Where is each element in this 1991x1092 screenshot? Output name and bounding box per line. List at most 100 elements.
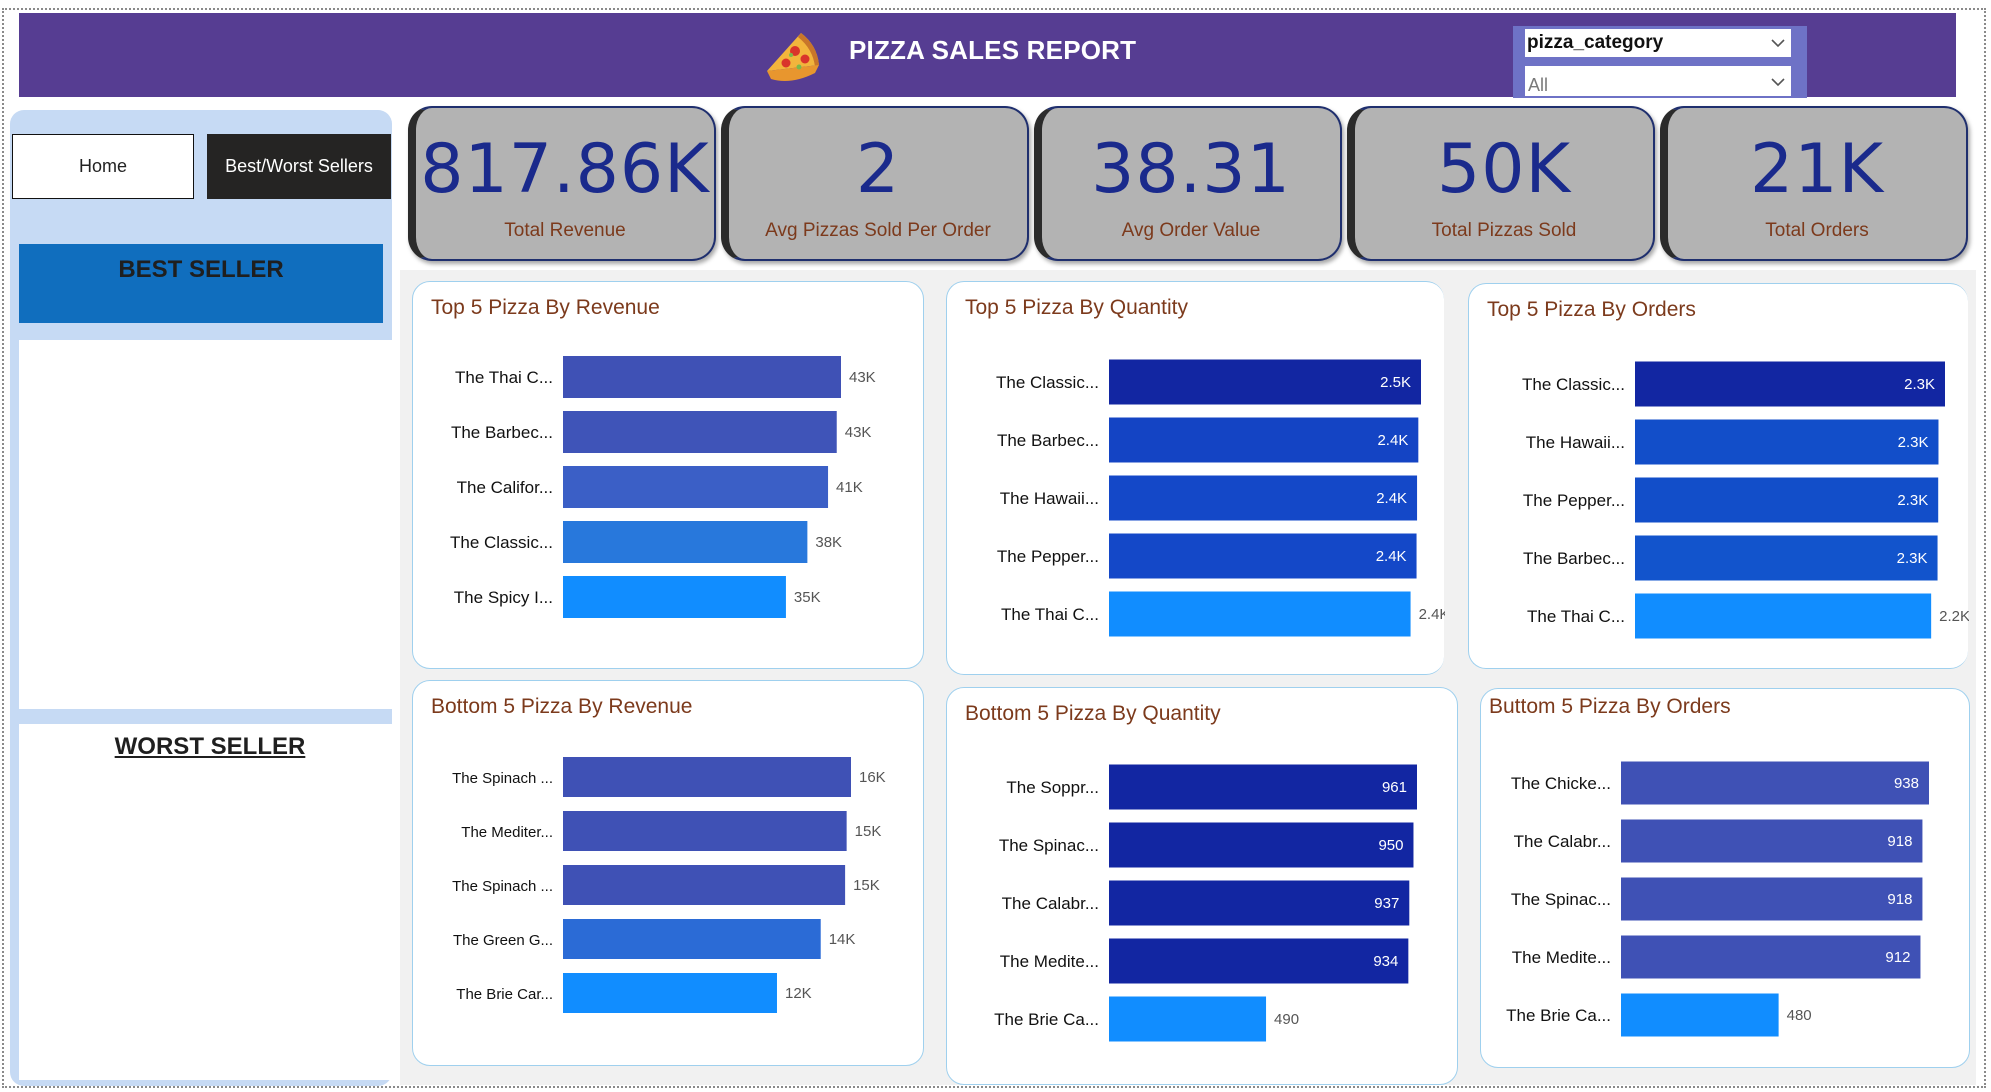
data-label: 961 [1382, 779, 1407, 796]
category-label: The Calabr... [1514, 832, 1611, 851]
chart-bottom-quantity: The Soppr... 961 The Spinac... 950 The Calab… [946, 687, 1458, 1085]
data-label: 15K [853, 877, 880, 894]
category-label: The Barbec... [997, 431, 1099, 450]
chart-top-revenue: The Thai C... 43K The Barbec... 43K The Cali… [412, 281, 924, 669]
data-label: 490 [1274, 1011, 1299, 1028]
bar[interactable] [563, 757, 851, 797]
category-label: The Spinac... [1511, 890, 1611, 909]
category-label: The Thai C... [1527, 607, 1625, 626]
kpi-card-avg-order-value: 38.31 Avg Order Value [1034, 106, 1342, 261]
data-label: 2.4K [1419, 606, 1445, 623]
chart-bottom-orders: The Chicke... 938 The Calabr... 918 The Spin… [1480, 688, 1970, 1068]
bar-chart-plot: The Chicke... 938 The Calabr... 918 The Spin… [1506, 761, 1929, 1037]
bar[interactable] [563, 521, 808, 563]
data-label: 2.4K [1376, 490, 1407, 507]
bar[interactable] [1109, 475, 1418, 521]
chart-top-orders: The Classic... 2.3K The Hawaii... 2.3K The P… [1468, 283, 1969, 669]
bar-chart-plot: The Soppr... 961 The Spinac... 950 The Calab… [994, 764, 1417, 1042]
chart-title: Top 5 Pizza By Quantity [965, 296, 1188, 319]
data-label: 934 [1373, 953, 1398, 970]
slicer-dropdown[interactable]: All [1525, 66, 1791, 96]
data-label: 38K [815, 534, 842, 551]
data-label: 43K [845, 424, 872, 441]
bar[interactable] [1635, 361, 1945, 407]
bar[interactable] [1621, 993, 1779, 1037]
kpi-card-avg-pizzas-per-order: 2 Avg Pizzas Sold Per Order [721, 106, 1029, 261]
bar[interactable] [563, 865, 846, 905]
kpi-card-total-revenue: 817.86K Total Revenue [408, 106, 716, 261]
bar[interactable] [563, 811, 847, 851]
category-label: The Classic... [450, 533, 553, 552]
category-label: The Pepper... [997, 547, 1099, 566]
bar[interactable] [1109, 822, 1414, 868]
bar[interactable] [1635, 419, 1939, 465]
best-worst-sellers-button[interactable]: Best/Worst Sellers [207, 134, 391, 199]
bar[interactable] [563, 466, 829, 508]
bar[interactable] [563, 411, 837, 453]
category-label: The Thai C... [455, 368, 553, 387]
bar[interactable] [1635, 477, 1939, 523]
data-label: 2.3K [1897, 492, 1928, 509]
bar[interactable] [1109, 533, 1417, 579]
category-label: The Green G... [453, 932, 553, 949]
chart-title: Top 5 Pizza By Revenue [431, 296, 660, 319]
data-label: 2.2K [1939, 608, 1969, 625]
chart-bottom-revenue: The Spinach ... 16K The Mediter... 15K The S… [412, 680, 924, 1066]
category-label: The Spinach ... [452, 878, 553, 895]
slicer-selected-value: All [1528, 74, 1549, 95]
bar[interactable] [563, 356, 841, 398]
data-label: 2.3K [1904, 376, 1935, 393]
bar[interactable] [1109, 764, 1417, 810]
kpi-value: 38.31 [1091, 130, 1291, 209]
bar[interactable] [1621, 935, 1921, 979]
slicer-header[interactable]: pizza_category [1525, 29, 1791, 57]
best-seller-button[interactable]: BEST SELLER [19, 244, 383, 323]
kpi-value: 21K [1749, 130, 1885, 209]
bar[interactable] [1109, 938, 1409, 984]
category-label: The Hawaii... [1526, 433, 1625, 452]
category-label: The Calabr... [1002, 894, 1099, 913]
category-label: The Spicy I... [454, 588, 553, 607]
kpi-label: Avg Pizzas Sold Per Order [765, 220, 991, 241]
bar[interactable] [1109, 996, 1267, 1042]
chart-title: Bottom 5 Pizza By Quantity [965, 702, 1221, 725]
category-label: The Soppr... [1006, 778, 1099, 797]
category-label: The Spinac... [999, 836, 1099, 855]
bar[interactable] [1635, 593, 1932, 639]
bar[interactable] [1109, 880, 1410, 926]
data-label: 16K [859, 769, 886, 786]
data-label: 41K [836, 479, 863, 496]
bar[interactable] [563, 973, 777, 1013]
bar[interactable] [563, 576, 786, 618]
kpi-value: 50K [1436, 130, 1572, 209]
data-label: 12K [785, 985, 812, 1002]
data-label: 918 [1887, 833, 1912, 850]
data-label: 43K [849, 369, 876, 386]
bar[interactable] [1621, 877, 1923, 921]
bar[interactable] [1621, 819, 1923, 863]
data-label: 14K [829, 931, 856, 948]
bar[interactable] [1109, 417, 1419, 463]
worst-seller-button[interactable]: WORST SELLER [114, 733, 306, 760]
bar[interactable] [1109, 359, 1421, 405]
slicer-label: pizza_category [1527, 32, 1664, 53]
bar[interactable] [1621, 761, 1929, 805]
category-label: The Pepper... [1523, 491, 1625, 510]
kpi-card-total-pizzas-sold: 50K Total Pizzas Sold [1347, 106, 1655, 261]
kpi-label: Total Revenue [504, 220, 626, 241]
data-label: 950 [1378, 837, 1403, 854]
pizza-slice-icon [767, 33, 819, 81]
kpi-label: Total Orders [1765, 220, 1869, 241]
data-label: 2.4K [1376, 548, 1407, 565]
bar[interactable] [563, 919, 821, 959]
data-label: 15K [855, 823, 882, 840]
category-label: The Hawaii... [1000, 489, 1099, 508]
category-label: The Barbec... [451, 423, 553, 442]
category-label: The Brie Ca... [1506, 1006, 1611, 1025]
home-button[interactable]: Home [12, 134, 194, 199]
bar[interactable] [1635, 535, 1938, 581]
chart-title: Buttom 5 Pizza By Orders [1489, 695, 1731, 718]
report-title: PIZZA SALES REPORT [849, 35, 1137, 65]
bar[interactable] [1109, 591, 1411, 637]
category-label: The Classic... [996, 373, 1099, 392]
